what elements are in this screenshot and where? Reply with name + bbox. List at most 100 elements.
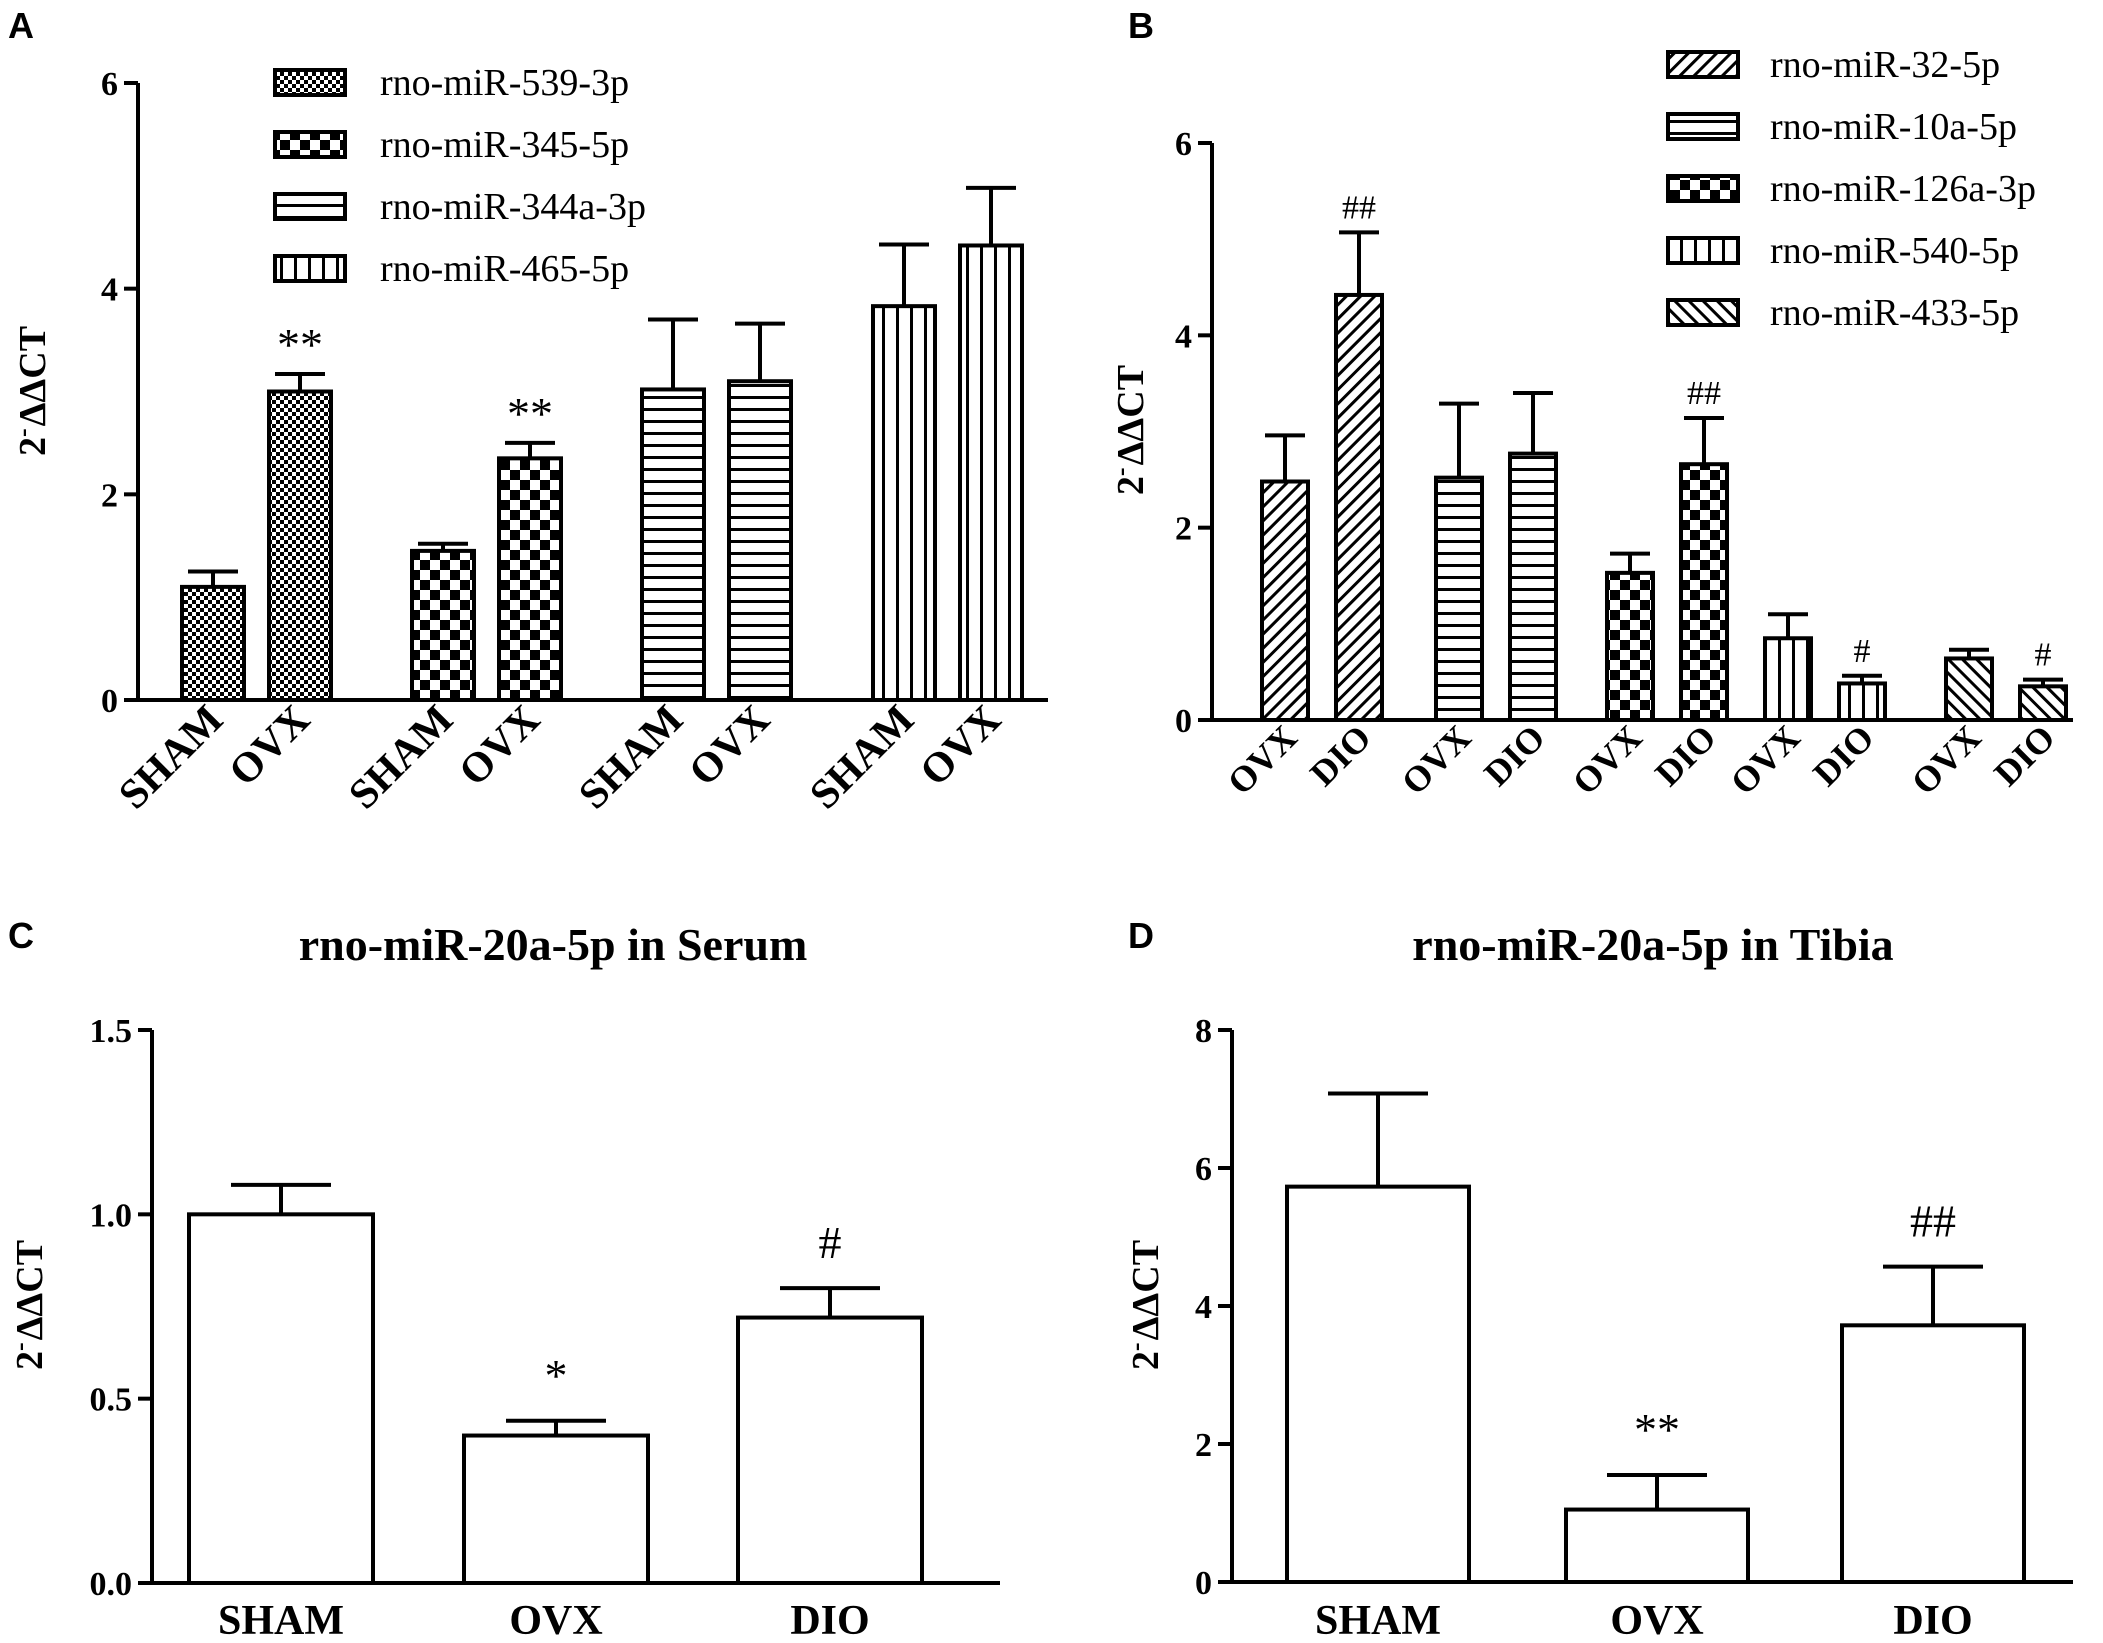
x-category-label: OVX bbox=[1723, 717, 1808, 802]
x-category-label: OVX bbox=[451, 697, 550, 796]
y-tick-label: 0 bbox=[1175, 703, 1192, 740]
y-tick-label: 0 bbox=[1195, 1565, 1212, 1602]
y-tick-label: 6 bbox=[1195, 1151, 1212, 1188]
y-tick-label: 2 bbox=[1175, 511, 1192, 548]
x-category-label: DIO bbox=[1986, 717, 2062, 793]
x-category-label: OVX bbox=[912, 697, 1011, 796]
legend-label: rno-miR-433-5p bbox=[1770, 292, 2019, 334]
significance-label: ## bbox=[1687, 375, 1721, 412]
legend-label: rno-miR-539-3p bbox=[380, 62, 629, 104]
y-tick-label: 6 bbox=[1175, 126, 1192, 163]
significance-label: ** bbox=[507, 388, 553, 439]
x-category-label: OVX bbox=[509, 1598, 602, 1643]
legend-label: rno-miR-345-5p bbox=[380, 124, 629, 166]
chart-title: rno-miR-20a-5p in Serum bbox=[299, 919, 808, 970]
bar bbox=[2018, 684, 2068, 723]
bar bbox=[1564, 1507, 1750, 1585]
bar bbox=[462, 1433, 650, 1585]
y-axis-label: 2-ΔΔCT bbox=[8, 326, 55, 456]
y-axis-label: 2-ΔΔCT bbox=[1121, 1240, 1168, 1370]
x-category-label: OVX bbox=[1220, 717, 1305, 802]
y-tick-label: 0.5 bbox=[90, 1382, 133, 1419]
legend-swatch bbox=[273, 68, 347, 97]
legend-label: rno-miR-126a-3p bbox=[1770, 168, 2036, 210]
bar bbox=[1840, 1323, 2026, 1584]
legend-swatch bbox=[1666, 112, 1740, 141]
bar bbox=[727, 379, 793, 702]
chart-title: rno-miR-20a-5p in Tibia bbox=[1412, 919, 1893, 970]
bar bbox=[1260, 479, 1310, 722]
bar bbox=[497, 456, 563, 703]
panel-letter: B bbox=[1128, 5, 1154, 46]
significance-label: * bbox=[545, 1350, 568, 1401]
x-category-label: DIO bbox=[790, 1598, 869, 1643]
bar bbox=[267, 389, 333, 702]
bar bbox=[410, 548, 476, 702]
y-axis-label: 2-ΔΔCT bbox=[1106, 365, 1153, 495]
x-category-label: OVX bbox=[1394, 717, 1479, 802]
y-tick-label: 2 bbox=[1195, 1427, 1212, 1464]
bar bbox=[958, 243, 1024, 703]
panel-letter: D bbox=[1128, 915, 1154, 956]
bar bbox=[1334, 292, 1384, 722]
legend-swatch bbox=[1666, 236, 1740, 265]
significance-label: ** bbox=[277, 319, 323, 370]
y-tick-label: 1.0 bbox=[90, 1197, 133, 1234]
significance-label: # bbox=[1854, 633, 1871, 670]
significance-label: ** bbox=[1634, 1404, 1680, 1455]
legend-label: rno-miR-10a-5p bbox=[1770, 106, 2017, 148]
significance-label: ## bbox=[1342, 189, 1376, 226]
significance-label: ## bbox=[1910, 1196, 1956, 1247]
x-category-label: OVX bbox=[1565, 717, 1650, 802]
y-axis-label: 2-ΔΔCT bbox=[5, 1240, 52, 1370]
x-category-label: SHAM bbox=[218, 1598, 344, 1643]
bar bbox=[1679, 462, 1729, 722]
legend-swatch bbox=[1666, 50, 1740, 79]
bar bbox=[871, 304, 937, 702]
x-category-label: DIO bbox=[1302, 717, 1378, 793]
x-category-label: DIO bbox=[1893, 1598, 1972, 1643]
bar bbox=[640, 387, 706, 702]
bar bbox=[736, 1315, 924, 1586]
bar bbox=[1763, 636, 1813, 723]
y-tick-label: 4 bbox=[1175, 318, 1192, 355]
y-tick-label: 2 bbox=[101, 477, 118, 514]
legend-swatch bbox=[1666, 298, 1740, 327]
significance-label: # bbox=[819, 1217, 842, 1268]
bar bbox=[187, 1212, 375, 1586]
legend-label: rno-miR-465-5p bbox=[380, 248, 629, 290]
legend-swatch bbox=[273, 254, 347, 283]
x-category-label: OVX bbox=[681, 697, 780, 796]
legend-label: rno-miR-540-5p bbox=[1770, 230, 2019, 272]
y-tick-label: 6 bbox=[101, 66, 118, 103]
legend-swatch bbox=[273, 130, 347, 159]
panel-letter: A bbox=[8, 5, 34, 46]
y-tick-label: 0.0 bbox=[90, 1566, 133, 1603]
bar bbox=[1837, 681, 1887, 722]
legend-swatch bbox=[1666, 174, 1740, 203]
bar bbox=[1944, 656, 1994, 722]
y-tick-label: 0 bbox=[101, 683, 118, 720]
x-category-label: SHAM bbox=[801, 697, 923, 819]
x-category-label: SHAM bbox=[110, 697, 232, 819]
x-category-label: DIO bbox=[1647, 717, 1723, 793]
panel-letter: C bbox=[8, 915, 34, 956]
x-category-label: OVX bbox=[1904, 717, 1989, 802]
bar bbox=[1285, 1184, 1471, 1584]
legend-swatch bbox=[273, 192, 347, 221]
y-tick-label: 4 bbox=[1195, 1289, 1212, 1326]
bar bbox=[1434, 475, 1484, 722]
y-tick-label: 8 bbox=[1195, 1013, 1212, 1050]
significance-label: # bbox=[2035, 637, 2052, 674]
y-tick-label: 1.5 bbox=[90, 1013, 133, 1050]
x-category-label: DIO bbox=[1476, 717, 1552, 793]
legend-label: rno-miR-344a-3p bbox=[380, 186, 646, 228]
bar bbox=[180, 584, 246, 703]
x-category-label: OVX bbox=[1610, 1598, 1703, 1643]
y-tick-label: 4 bbox=[101, 272, 118, 309]
